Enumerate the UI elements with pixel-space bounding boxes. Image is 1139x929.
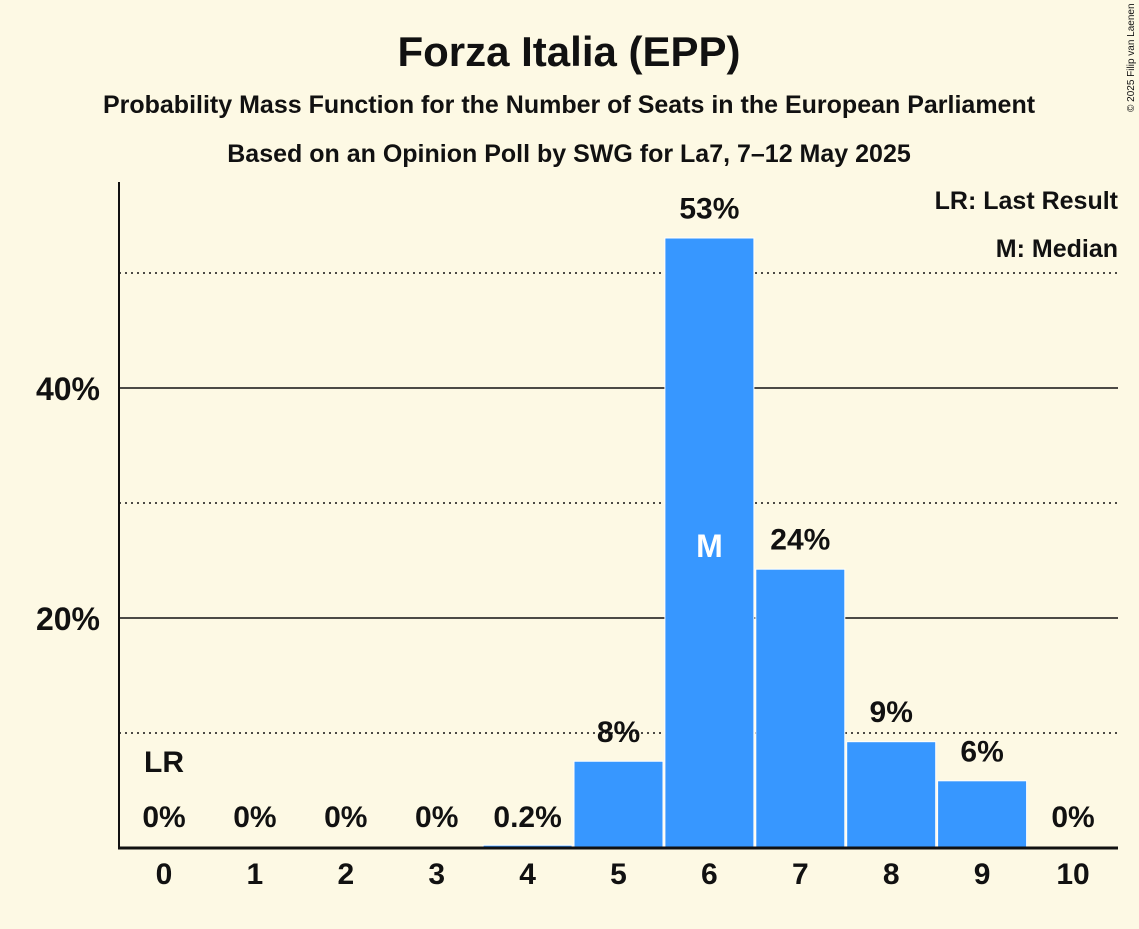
legend-last-result: LR: Last Result: [935, 187, 1119, 215]
x-tick-label: 3: [428, 858, 445, 891]
data-label: 8%: [597, 716, 640, 749]
chart-title: Forza Italia (EPP): [397, 28, 740, 75]
data-label: 0%: [142, 801, 185, 834]
x-tick-label: 10: [1056, 858, 1089, 891]
x-tick-label: 5: [610, 858, 627, 891]
x-tick-label: 4: [519, 858, 536, 891]
x-tick-label: 1: [247, 858, 264, 891]
bar-5: [574, 761, 663, 848]
median-marker: M: [696, 528, 723, 564]
data-label: 6%: [960, 735, 1003, 768]
copyright: © 2025 Filip van Laenen: [1126, 3, 1137, 112]
x-tick-label: 2: [337, 858, 354, 891]
x-tick-label: 0: [156, 858, 173, 891]
y-tick-label: 40%: [36, 371, 100, 407]
x-tick-label: 7: [792, 858, 809, 891]
x-tick-label: 6: [701, 858, 718, 891]
data-label: 53%: [679, 193, 739, 226]
legend-median: M: Median: [996, 235, 1118, 263]
last-result-marker: LR: [144, 746, 184, 779]
bar-7: [756, 569, 845, 848]
data-label: 0%: [324, 801, 367, 834]
data-label: 0%: [233, 801, 276, 834]
data-label: 0%: [415, 801, 458, 834]
x-tick-label: 8: [883, 858, 900, 891]
y-tick-label: 20%: [36, 601, 100, 637]
data-label: 0.2%: [493, 801, 561, 834]
data-label: 24%: [770, 524, 830, 557]
data-label: 9%: [870, 696, 913, 729]
chart-subtitle-2: Based on an Opinion Poll by SWG for La7,…: [227, 140, 911, 168]
bar-9: [938, 781, 1027, 848]
chart-subtitle: Probability Mass Function for the Number…: [103, 91, 1036, 119]
bar-6: [665, 238, 754, 848]
data-label: 0%: [1051, 801, 1094, 834]
x-tick-label: 9: [974, 858, 991, 891]
bar-8: [847, 742, 936, 848]
